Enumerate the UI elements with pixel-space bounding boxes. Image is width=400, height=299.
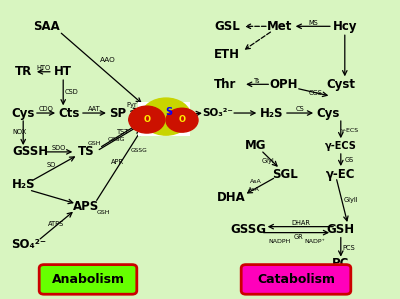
- Text: NADP⁺: NADP⁺: [305, 239, 326, 244]
- Text: O: O: [178, 115, 186, 124]
- Text: SGL: SGL: [272, 167, 298, 181]
- Text: CDO: CDO: [38, 106, 54, 112]
- Text: DHA: DHA: [217, 191, 246, 205]
- Text: ATPS: ATPS: [48, 221, 64, 227]
- Text: DHAR: DHAR: [291, 220, 310, 226]
- Text: HTO: HTO: [36, 65, 50, 71]
- Text: MS: MS: [308, 20, 318, 26]
- Text: CS: CS: [296, 106, 304, 112]
- Text: Cyst: Cyst: [326, 78, 355, 91]
- Text: GSH: GSH: [96, 210, 110, 215]
- Text: AsA: AsA: [248, 187, 260, 192]
- Text: SO₃²⁻: SO₃²⁻: [202, 108, 233, 118]
- Text: OPH: OPH: [269, 78, 298, 91]
- Text: CGS: CGS: [309, 90, 323, 96]
- Text: Met: Met: [267, 20, 293, 33]
- Text: Pyr: Pyr: [126, 102, 136, 108]
- Text: Cys: Cys: [316, 106, 340, 120]
- Text: SAA: SAA: [33, 20, 59, 33]
- Text: H₂S: H₂S: [260, 106, 283, 120]
- Text: Anabolism: Anabolism: [52, 273, 124, 286]
- Text: Hcy: Hcy: [332, 20, 357, 33]
- Text: GSH: GSH: [327, 223, 355, 236]
- Circle shape: [166, 108, 198, 132]
- Text: TS: TS: [78, 145, 94, 158]
- Text: Cys: Cys: [12, 106, 35, 120]
- Text: APS: APS: [73, 200, 99, 213]
- Text: Catabolism: Catabolism: [257, 273, 335, 286]
- Text: GSSG: GSSG: [108, 138, 126, 142]
- Text: GSSG: GSSG: [131, 148, 148, 152]
- Text: GlyI: GlyI: [262, 158, 274, 164]
- Text: TST: TST: [117, 129, 129, 135]
- Text: NADPH: NADPH: [268, 239, 290, 244]
- Text: GlyII: GlyII: [344, 197, 358, 203]
- Text: PCS: PCS: [342, 245, 355, 251]
- Text: AAT: AAT: [88, 106, 101, 112]
- Text: SDO: SDO: [52, 145, 66, 151]
- Text: AAO: AAO: [100, 57, 116, 63]
- Text: Thr: Thr: [214, 78, 236, 91]
- Text: GSH: GSH: [87, 141, 101, 146]
- FancyBboxPatch shape: [241, 265, 351, 294]
- Text: Cts: Cts: [58, 106, 80, 120]
- Circle shape: [141, 98, 191, 135]
- Text: SIR: SIR: [188, 114, 198, 118]
- Text: SO₄²⁻: SO₄²⁻: [11, 238, 46, 251]
- Text: TR: TR: [14, 65, 32, 78]
- Circle shape: [129, 106, 165, 133]
- Text: GR: GR: [293, 234, 303, 240]
- Text: γ-EC: γ-EC: [326, 167, 356, 181]
- Text: PC: PC: [332, 257, 350, 270]
- Text: AsA: AsA: [250, 179, 262, 184]
- FancyBboxPatch shape: [39, 265, 137, 294]
- Text: γ-ECS: γ-ECS: [341, 128, 359, 132]
- Text: GSL: GSL: [214, 20, 240, 33]
- Text: SP: SP: [110, 106, 126, 120]
- Text: GSSH: GSSH: [12, 145, 48, 158]
- Text: HT: HT: [54, 65, 72, 78]
- Text: H₂S: H₂S: [12, 178, 35, 191]
- Text: SO: SO: [46, 162, 56, 168]
- FancyBboxPatch shape: [138, 102, 190, 136]
- Text: MG: MG: [244, 139, 266, 152]
- Text: NOX: NOX: [13, 129, 27, 135]
- Text: O: O: [143, 115, 150, 124]
- Text: GSSG: GSSG: [127, 118, 145, 123]
- Text: CSD: CSD: [64, 89, 78, 95]
- Text: GSSG: GSSG: [231, 223, 267, 236]
- Text: γ-ECS: γ-ECS: [325, 141, 357, 151]
- Text: APR: APR: [112, 159, 124, 165]
- Text: ETH: ETH: [214, 48, 240, 61]
- Text: GS: GS: [344, 157, 354, 163]
- Text: S: S: [165, 107, 172, 117]
- Text: Ts: Ts: [254, 78, 260, 84]
